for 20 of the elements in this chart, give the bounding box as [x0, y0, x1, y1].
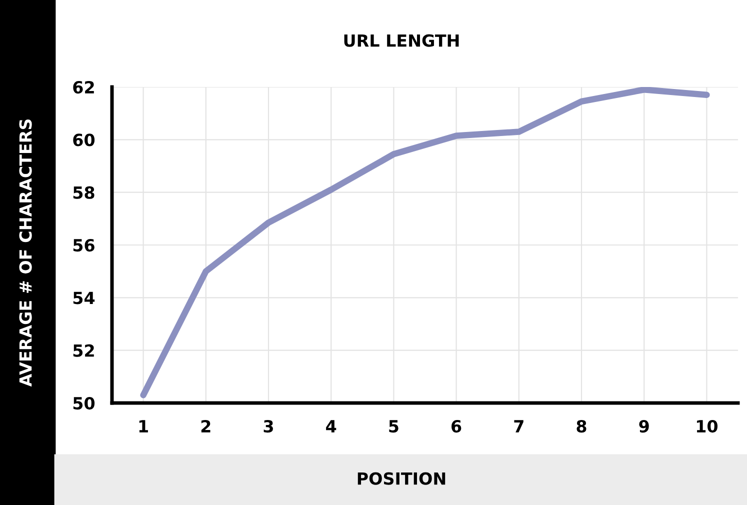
x-tick-label: 2	[201, 420, 210, 432]
x-tick-label: 7	[514, 420, 524, 432]
y-tick-label: 56	[73, 238, 94, 252]
x-tick-label: 8	[576, 420, 586, 433]
x-tick-label: 9	[639, 420, 649, 433]
y-axis-title: AVERAGE # OF CHARACTERS	[19, 120, 32, 387]
y-tick-label: 62	[73, 80, 94, 94]
x-tick-label: 4	[326, 420, 336, 432]
y-tick-label: 58	[73, 186, 94, 199]
y-tick-label: 60	[73, 134, 95, 146]
x-tick-label: 1	[139, 420, 148, 432]
x-tick-label: 10	[696, 420, 718, 433]
x-tick-label: 6	[452, 420, 462, 433]
x-tick-label: 5	[389, 420, 398, 433]
x-axis-title: POSITION	[358, 472, 446, 485]
y-tick-label: 54	[73, 292, 95, 304]
y-tick-label: 50	[73, 396, 95, 410]
x-tick-label: 3	[264, 420, 273, 433]
chart-title: URL LENGTH	[344, 34, 459, 47]
y-tick-label: 52	[73, 344, 94, 357]
